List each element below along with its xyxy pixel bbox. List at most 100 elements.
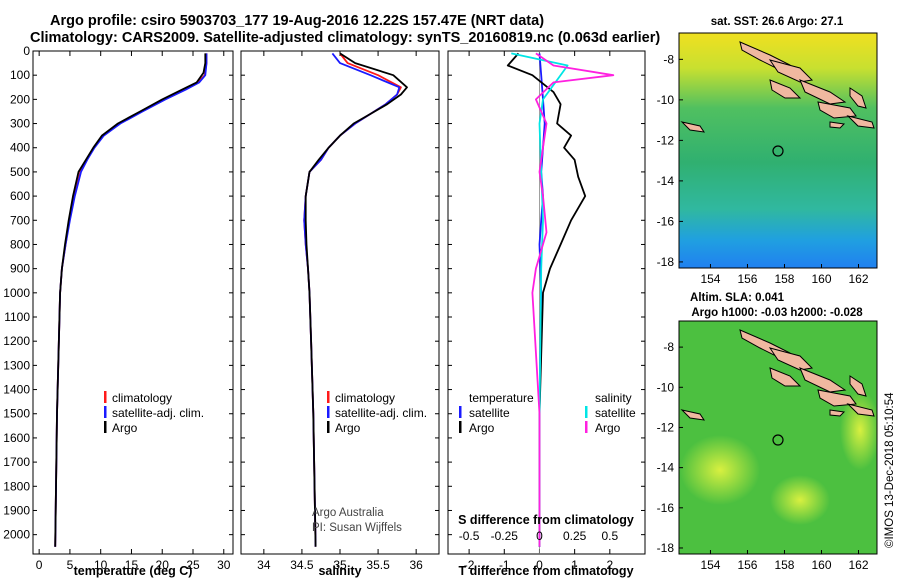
s-diff-tick-label: -0.25 (491, 529, 519, 543)
x-tick-label: 1 (571, 558, 578, 572)
x-tick-label: -2 (464, 558, 475, 572)
x-tick-label: 10 (94, 558, 108, 572)
longitude-tick-label: 156 (737, 558, 757, 572)
series-line-climatology (54, 53, 208, 547)
temperature-legend: climatology satellite-adj. clim. Argo (104, 391, 204, 435)
difference-legend: temperature satellite Argo salinity sate… (459, 391, 636, 435)
island-new-georgia (769, 367, 802, 387)
depth-tick-label: 1700 (3, 455, 30, 469)
salinity-legend: climatology satellite-adj. clim. Argo (327, 391, 427, 435)
legend-label-argo: Argo (112, 421, 138, 435)
x-tick-label: 25 (186, 558, 200, 572)
latitude-tick-label: -16 (657, 214, 675, 228)
latitude-tick-label: -10 (657, 380, 675, 394)
latitude-tick-label: -16 (657, 501, 675, 515)
x-tick-label: 15 (125, 558, 139, 572)
legend-swatch-sal-satellite (585, 406, 588, 418)
legend-swatch-climatology (327, 391, 330, 403)
depth-axis-ticks: 0 100 200 300 400 500 600 700 800 900 1000 1100 1200… (3, 44, 645, 542)
sla-anomaly-2 (770, 475, 830, 525)
x-tick-label: 34.5 (290, 558, 314, 572)
sla-map-islands (680, 329, 875, 421)
depth-tick-label: 1600 (3, 431, 30, 445)
island-rennell (829, 409, 846, 417)
depth-tick-label: 1800 (3, 479, 30, 493)
series-line-salinity-argo (531, 52, 615, 547)
island-choiseul (768, 59, 814, 83)
depth-tick-label: 200 (10, 92, 30, 106)
longitude-tick-label: 154 (700, 272, 720, 286)
s-difference-ticks: -0.5 -0.25 0 0.25 0.5 (459, 529, 619, 543)
x-tick-label: 35 (333, 558, 347, 572)
latitude-tick-label: -14 (657, 461, 675, 475)
legend-swatch-satellite (104, 406, 107, 418)
depth-tick-label: 900 (10, 262, 30, 276)
legend-label-climatology: climatology (335, 391, 395, 405)
sst-map-islands (680, 41, 875, 133)
longitude-tick-label: 158 (774, 558, 794, 572)
island-makira (846, 115, 875, 129)
salinity-axis-ticks: 34 34.5 35 35.5 36 (257, 51, 423, 572)
longitude-tick-label: 154 (700, 558, 720, 572)
island-malaita (849, 375, 867, 397)
legend-swatch-sal-argo (585, 421, 588, 433)
depth-tick-label: 100 (10, 68, 30, 82)
series-line-temperature-argo (506, 52, 587, 547)
island-guadalcanal (817, 101, 857, 119)
imos-credit: ©IMOS 13-Dec-2018 05:10:54 (884, 392, 896, 548)
latitude-tick-label: -12 (657, 133, 675, 147)
x-tick-label: 30 (217, 558, 231, 572)
depth-tick-label: 1400 (3, 383, 30, 397)
x-tick-label: 34 (257, 558, 271, 572)
difference-plot-frame (447, 50, 646, 555)
latitude-tick-label: -18 (657, 541, 675, 555)
x-tick-label: 35.5 (366, 558, 390, 572)
s-diff-tick-label: 0.5 (601, 529, 618, 543)
argo-float-location-marker (772, 434, 784, 446)
island-guadalcanal (817, 389, 857, 407)
difference-panel: -2 -1 0 1 2 T difference from climatology S … (447, 50, 646, 578)
argo-australia-credit: Argo Australia (312, 507, 384, 519)
argo-float-location-marker (772, 145, 784, 157)
depth-tick-label: 500 (10, 165, 30, 179)
salinity-axis-label: salinity (318, 564, 361, 578)
difference-profiles (506, 51, 615, 554)
series-line-satellite-adj-clim- (54, 53, 208, 547)
depth-tick-label: 700 (10, 213, 30, 227)
x-tick-label: 0 (536, 558, 543, 572)
sla-map-frame (678, 320, 878, 555)
x-tick-label: 20 (156, 558, 170, 572)
sla-map-title-line2: Argo h1000: -0.03 h2000: -0.028 (691, 307, 863, 319)
temperature-axis-ticks: 0 5 10 15 20 25 30 (36, 51, 231, 572)
longitude-tick-label: 162 (848, 272, 868, 286)
island-louisiade (680, 409, 706, 421)
depth-tick-label: 800 (10, 237, 30, 251)
sla-map-title-line1: Altim. SLA: 0.041 (690, 292, 785, 304)
legend-label-satellite: satellite-adj. clim. (335, 406, 427, 420)
series-line-salinity-satellite (511, 52, 569, 547)
salinity-plot-frame (240, 50, 440, 555)
latitude-tick-label: -10 (657, 93, 675, 107)
series-line-climatology (303, 52, 402, 547)
legend-swatch-temp-argo (459, 421, 462, 433)
figure-title-line1: Argo profile: csiro 5903703_177 19-Aug-2… (50, 13, 544, 29)
x-tick-label: 5 (67, 558, 74, 572)
x-tick-label: 36 (409, 558, 423, 572)
legend-label-sal-argo: Argo (595, 421, 621, 435)
figure-title-line2: Climatology: CARS2009. Satellite-adjuste… (30, 30, 660, 46)
depth-tick-label: 1900 (3, 503, 30, 517)
legend-swatch-climatology (104, 391, 107, 403)
island-rennell (829, 121, 846, 129)
depth-tick-label: 600 (10, 189, 30, 203)
s-diff-tick-label: 0 (536, 529, 543, 543)
latitude-tick-label: -8 (663, 340, 674, 354)
s-difference-axis-label: S difference from climatology (458, 513, 634, 527)
s-diff-tick-label: -0.5 (459, 529, 480, 543)
depth-tick-label: 1100 (4, 310, 30, 324)
island-malaita (849, 87, 867, 109)
legend-label-temp-argo: Argo (469, 421, 495, 435)
longitude-tick-label: 162 (848, 558, 868, 572)
latitude-tick-label: -18 (657, 255, 675, 269)
salinity-profiles (303, 52, 408, 547)
